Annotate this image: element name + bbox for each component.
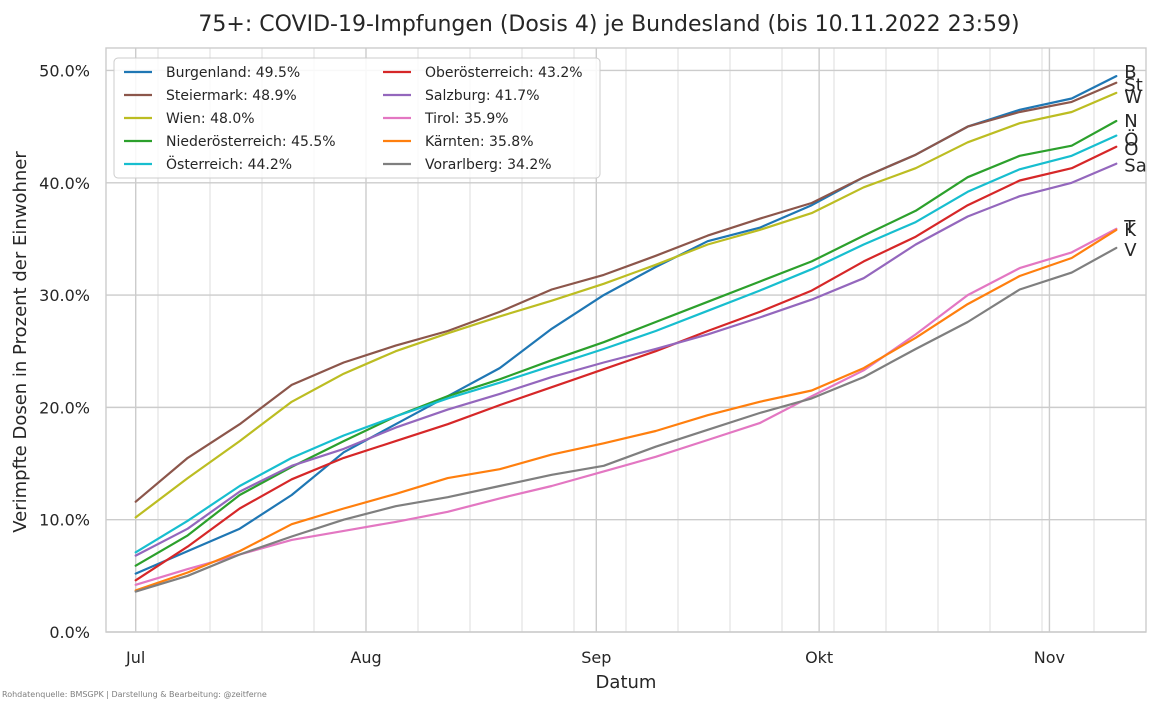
y-axis-label: Verimpfte Dosen in Prozent der Einwohner — [10, 151, 31, 533]
legend-entry: Vorarlberg: 34.2% — [425, 157, 552, 173]
series-end-label: K — [1124, 220, 1137, 241]
series-end-label: St — [1124, 75, 1142, 96]
legend-entry: Burgenland: 49.5% — [166, 65, 300, 81]
series-line-5 — [134, 145, 1118, 582]
series-end-label: O — [1124, 139, 1138, 160]
series-end-label: T — [1123, 217, 1136, 238]
y-tick-label: 20.0% — [39, 398, 90, 417]
series-line-6 — [134, 162, 1118, 557]
legend-entry: Salzburg: 41.7% — [425, 88, 540, 104]
legend-entry: Kärnten: 35.8% — [425, 134, 534, 150]
legend-entry: Steiermark: 48.9% — [166, 88, 297, 104]
series-line-4 — [134, 134, 1118, 554]
legend-entry: Tirol: 35.9% — [424, 111, 509, 127]
chart-title: 75+: COVID-19-Impfungen (Dosis 4) je Bun… — [198, 12, 1019, 37]
axes: Jul Aug Sep Okt Nov 0.0% 10.0% 20.0% 30.0% 40.0% 5… — [39, 47, 1147, 667]
series-line-2 — [134, 91, 1118, 519]
legend-box — [113, 57, 601, 179]
x-tick-label: Nov — [1034, 648, 1065, 667]
y-tick-label: 50.0% — [39, 61, 90, 80]
series-line-7 — [134, 227, 1118, 586]
legend-entry: Niederösterreich: 45.5% — [166, 134, 336, 150]
series-end-label: V — [1124, 240, 1137, 261]
y-tick-label: 10.0% — [39, 511, 90, 530]
x-tick-label: Aug — [350, 648, 381, 667]
y-tick-label: 30.0% — [39, 286, 90, 305]
legend-entry: Österreich: 44.2% — [166, 155, 292, 173]
source-note: Rohdatenquelle: BMSGPK | Darstellung & B… — [2, 690, 267, 699]
legend-entry: Wien: 48.0% — [166, 111, 255, 127]
x-tick-label: Jul — [125, 648, 145, 667]
series-end-label: W — [1124, 87, 1142, 108]
y-tick-label: 40.0% — [39, 174, 90, 193]
y-tick-label: 0.0% — [49, 623, 90, 642]
series-line-1 — [134, 81, 1118, 503]
series-end-label: Ö — [1124, 129, 1138, 151]
series-end-label: N — [1124, 111, 1137, 132]
series-lines — [134, 74, 1118, 593]
series-line-8 — [134, 228, 1118, 592]
series-line-9 — [134, 246, 1118, 593]
x-axis-label: Datum — [596, 672, 657, 693]
legend: Burgenland: 49.5% Steiermark: 48.9% Wien: … — [113, 57, 601, 179]
x-tick-label: Sep — [581, 648, 611, 667]
series-end-label: B — [1124, 62, 1136, 83]
plot-frame — [105, 47, 1147, 633]
series-end-label: Sa — [1124, 156, 1146, 177]
x-tick-label: Okt — [805, 648, 833, 667]
legend-entry: Oberösterreich: 43.2% — [425, 65, 583, 81]
